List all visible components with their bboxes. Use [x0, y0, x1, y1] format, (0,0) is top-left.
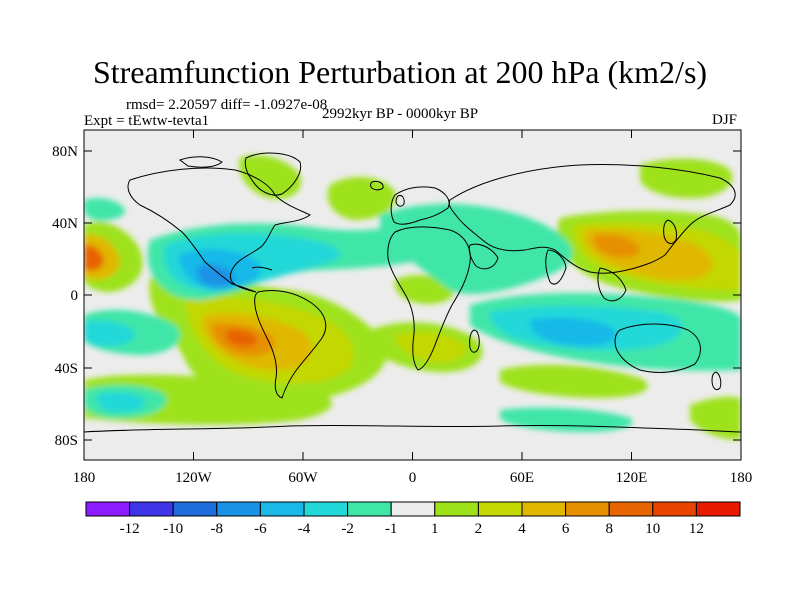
colorbar-swatch	[652, 501, 697, 517]
coastline-arabia	[468, 243, 499, 270]
colorbar	[85, 501, 741, 517]
lon-label-60e: 60E	[510, 470, 534, 486]
contour-negative-tropical-west-pacific-inner	[84, 320, 136, 347]
colorbar-label: -2	[341, 521, 354, 537]
colorbar-swatch	[172, 501, 218, 517]
coastline-uk	[395, 195, 405, 207]
coastline-southeast-asia	[597, 267, 627, 302]
contour-negative-arctic-canada	[84, 198, 125, 221]
contour-positive-north-pacific-core	[84, 244, 104, 271]
contour-positive-greenland	[239, 155, 301, 199]
lat-label-40n: 40N	[52, 216, 78, 232]
coastline-madagascar	[469, 329, 480, 353]
colorbar-label: 4	[518, 521, 526, 537]
period-label: 2992kyr BP - 0000kyr BP	[322, 106, 479, 122]
colorbar-swatch	[347, 501, 392, 517]
colorbar-swatch	[129, 501, 174, 517]
lon-label-120e: 120E	[616, 470, 648, 486]
coastline-arctic-islands	[178, 156, 223, 168]
lat-label-80s: 80S	[55, 433, 78, 449]
lon-label-120w: 120W	[175, 470, 213, 486]
contour-field	[84, 130, 741, 460]
colorbar-swatch	[259, 501, 305, 517]
contour-negative-tropical-pacific-deep	[197, 264, 235, 288]
coastline-europe	[390, 186, 450, 225]
coastline-caribbean	[251, 266, 273, 271]
contour-positive-southeast-pacific	[690, 396, 741, 440]
lon-label-180w: 180	[73, 470, 96, 486]
lon-label-60w: 60W	[288, 470, 318, 486]
colorbar-swatch	[216, 501, 261, 517]
colorbar-swatch	[565, 501, 610, 517]
coastline-antarctica	[84, 424, 741, 433]
colorbar-label: 10	[645, 521, 660, 537]
contour-positive-core-red	[225, 329, 258, 347]
colorbar-label: -10	[163, 521, 183, 537]
contour-negative-south-pacific-inner	[97, 392, 146, 413]
colorbar-swatch	[85, 501, 131, 517]
season-label: DJF	[712, 112, 738, 128]
contour-positive-asia-pacific-core	[593, 234, 640, 258]
lon-label-0: 0	[409, 470, 417, 486]
coastline-new-zealand	[711, 371, 722, 391]
coastline-iceland	[370, 180, 384, 191]
lat-tick-marks	[84, 150, 741, 441]
coastline-india	[545, 249, 567, 285]
lat-labels: 80N 40N 0 40S 80S	[52, 144, 78, 449]
colorbar-label: 6	[562, 521, 570, 537]
colorbar-label: -8	[211, 521, 224, 537]
experiment-label: Expt = tEwtw-tevta1	[84, 113, 210, 129]
colorbar-swatch	[477, 501, 523, 517]
contour-negative-atlantic-band	[380, 203, 573, 294]
coastline-south-america	[254, 289, 327, 399]
colorbar-swatch	[434, 501, 479, 517]
coastline-africa	[387, 226, 471, 371]
coastline-asia	[448, 164, 736, 274]
stats-label: rmsd= 2.20597 diff= -1.0927e-08	[126, 97, 328, 113]
coastlines	[84, 152, 741, 433]
colorbar-swatch	[695, 501, 741, 517]
contour-negative-indian-ocean-core	[529, 317, 616, 347]
contour-positive-south-indian	[500, 364, 648, 398]
lat-label-0: 0	[71, 288, 79, 304]
colorbar-swatch	[608, 501, 654, 517]
contour-positive-equatorial-atlantic	[394, 275, 455, 305]
lon-tick-marks	[83, 130, 742, 460]
colorbar-label: 2	[475, 521, 483, 537]
coastline-japan	[663, 219, 677, 244]
colorbar-swatch	[390, 501, 436, 517]
coastline-greenland	[244, 152, 302, 196]
colorbar-label: 8	[605, 521, 613, 537]
lat-label-40s: 40S	[55, 361, 78, 377]
coastline-australia	[614, 323, 701, 373]
colorbar-label: -1	[385, 521, 398, 537]
colorbar-label: -6	[254, 521, 267, 537]
colorbar-swatch	[521, 501, 567, 517]
plot-title: Streamfunction Perturbation at 200 hPa (…	[92, 54, 708, 90]
contour-positive-arctic-asia	[640, 158, 733, 199]
colorbar-label: -12	[120, 521, 140, 537]
colorbar-swatch	[303, 501, 349, 517]
contour-positive-north-atlantic	[327, 176, 396, 220]
lon-labels: 180 120W 60W 0 60E 120E 180	[73, 470, 753, 486]
colorbar-labels: -12 -10 -8 -6 -4 -2 -1 1 2 4 6 8 10 12	[120, 521, 704, 537]
colorbar-label: -4	[298, 521, 311, 537]
colorbar-label: 12	[689, 521, 704, 537]
lon-label-180e: 180	[730, 470, 753, 486]
lat-label-80n: 80N	[52, 144, 78, 160]
colorbar-label: 1	[431, 521, 439, 537]
